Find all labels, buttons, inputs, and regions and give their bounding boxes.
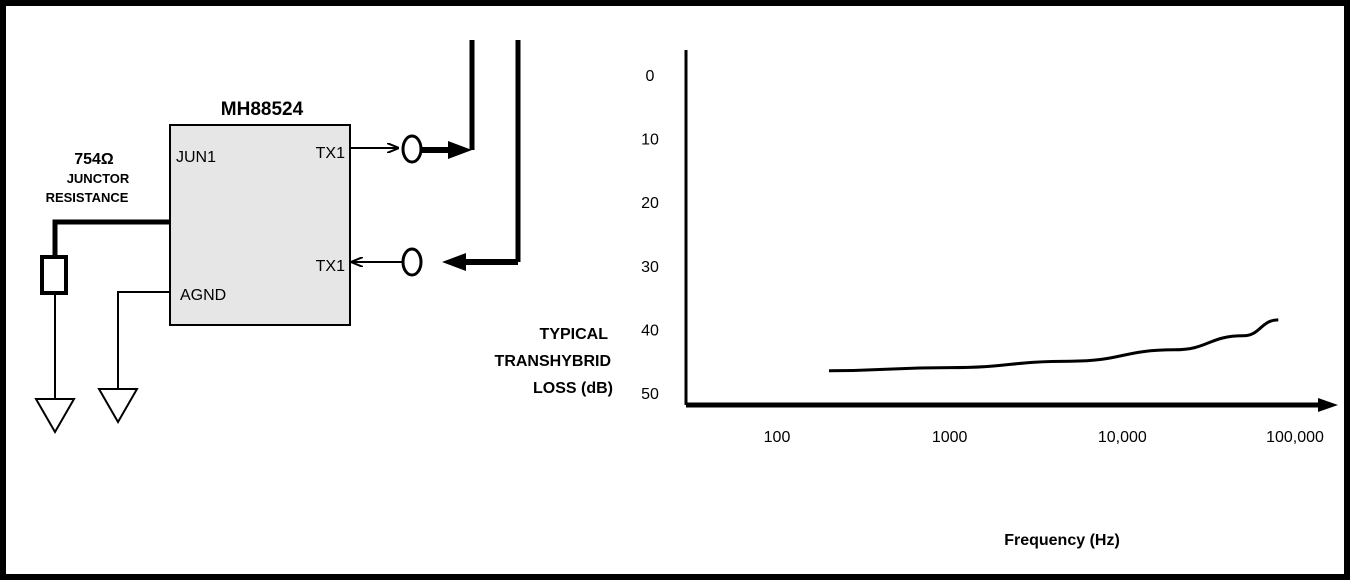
pin-label-agnd: AGND: [180, 287, 226, 304]
pin-label-tx1-in: TX1: [316, 258, 345, 275]
y-axis-title-line2: TRANSHYBRID: [495, 353, 611, 370]
tx1-in-bold-arrowhead: [442, 253, 466, 271]
ground-symbol-1: [34, 398, 76, 435]
x-tick-labels: 100 1000 10,000 100,000: [764, 429, 1324, 446]
y-tick-label: 30: [641, 259, 659, 276]
y-tick-label: 50: [641, 386, 659, 403]
loss-curve: [828, 318, 1279, 373]
y-tick-label: 10: [641, 132, 659, 149]
y-axis-title-line1: TYPICAL: [540, 326, 609, 343]
data-series: [828, 318, 1279, 373]
y-tick-label: 0: [646, 68, 655, 85]
y-tick-label: 40: [641, 322, 659, 339]
y-tick-label: 20: [641, 195, 659, 212]
x-axis-title: Frequency (Hz): [1004, 532, 1120, 549]
tx1-out-terminal: [401, 134, 423, 164]
circuit-diagram: MH88524 JUN1 TX1 TX1 AGND 754Ω JUNCTOR R…: [34, 40, 521, 435]
junctor-resistor: [40, 255, 68, 295]
pin-label-jun1: JUN1: [176, 149, 216, 166]
y-axis-title-line3: LOSS (dB): [533, 380, 613, 397]
resistor-value: 754Ω: [74, 151, 114, 168]
x-axis-arrowhead: [1318, 398, 1338, 412]
chip-name: MH88524: [221, 99, 304, 120]
ground-symbol-2: [97, 388, 139, 425]
junctor-wire: [52, 219, 170, 255]
chip-body: [169, 124, 351, 326]
transhybrid-loss-chart: TYPICAL TRANSHYBRID LOSS (dB) Frequency …: [495, 50, 1338, 549]
resistor-label-line2: RESISTANCE: [46, 190, 129, 205]
x-tick-label: 100: [764, 429, 791, 446]
x-tick-label: 100,000: [1266, 429, 1324, 446]
tx1-out-bold-arrowhead: [448, 141, 472, 159]
agnd-wire: [117, 291, 170, 388]
y-tick-labels: 0 10 20 30 40 50: [641, 68, 659, 403]
tx1-in-terminal: [401, 247, 423, 277]
resistor-label-line1: JUNCTOR: [67, 171, 130, 186]
pin-label-tx1-out: TX1: [316, 145, 345, 162]
x-tick-label: 10,000: [1098, 429, 1147, 446]
x-tick-label: 1000: [932, 429, 968, 446]
